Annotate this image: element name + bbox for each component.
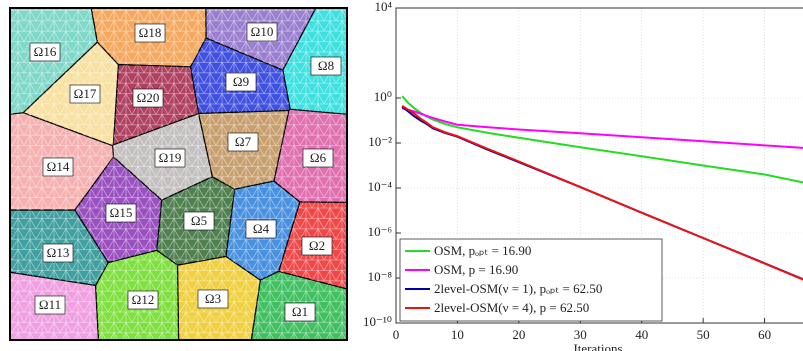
subdomain-label: Ω3 bbox=[205, 291, 221, 306]
chart: 10⁻¹⁰ 10⁻⁸ 10⁻⁶ 10⁻⁴ 10⁻² 10⁰ 10⁴ 0 10 20 30 40 50 60… bbox=[363, 0, 803, 351]
label-box bbox=[302, 148, 334, 168]
legend-label: OSM, p = 16.90 bbox=[434, 262, 518, 277]
subdomain-label: Ω20 bbox=[137, 90, 160, 105]
x-tick-label: 30 bbox=[574, 327, 587, 342]
subdomain-label: Ω12 bbox=[132, 292, 155, 307]
y-tick-label: 10⁻² bbox=[368, 134, 392, 149]
subdomain-label: Ω1 bbox=[292, 304, 308, 319]
series-line bbox=[401, 95, 803, 184]
x-tick-label: 20 bbox=[512, 327, 525, 342]
subdomain-label: Ω7 bbox=[235, 134, 252, 149]
series-line bbox=[401, 107, 803, 149]
label-box bbox=[245, 219, 277, 239]
label-box bbox=[105, 203, 137, 223]
label-box bbox=[42, 157, 74, 177]
series-line bbox=[401, 104, 803, 281]
label-box bbox=[42, 243, 74, 263]
subdomain-label: Ω13 bbox=[47, 245, 70, 260]
subdomain-label: Ω15 bbox=[110, 205, 133, 220]
axes-frame bbox=[395, 7, 803, 324]
subdomain-label: Ω5 bbox=[191, 213, 207, 228]
y-tick-label: 10⁴ bbox=[374, 0, 392, 14]
label-box bbox=[227, 132, 259, 152]
subdomain-label: Ω8 bbox=[318, 58, 334, 73]
legend-label: OSM, pₒₚₜ = 16.90 bbox=[434, 243, 531, 258]
legend-label: 2level-OSM(ν = 1), pₒₚₜ = 62.50 bbox=[434, 281, 602, 296]
x-tick-label: 10 bbox=[451, 327, 464, 342]
label-box bbox=[29, 42, 61, 62]
legend-label: 2level-OSM(ν = 4), p = 62.50 bbox=[434, 300, 589, 315]
subdomain-label: Ω18 bbox=[139, 25, 162, 40]
label-box bbox=[225, 72, 257, 92]
label-box bbox=[127, 290, 159, 310]
label-box bbox=[246, 22, 278, 42]
legend-box bbox=[399, 238, 663, 322]
label-box bbox=[134, 23, 166, 43]
label-box bbox=[284, 302, 316, 322]
subdomain-label: Ω16 bbox=[34, 44, 57, 59]
label-box bbox=[34, 295, 66, 315]
label-box bbox=[183, 211, 215, 231]
x-axis-label: Iterations bbox=[573, 341, 622, 351]
domain-border bbox=[9, 7, 348, 341]
y-tick-label: 10⁻⁸ bbox=[368, 269, 393, 284]
x-tick-label: 60 bbox=[758, 327, 771, 342]
subdomain-label: Ω9 bbox=[233, 74, 249, 89]
y-tick-label: 10⁻¹⁰ bbox=[363, 314, 392, 329]
x-tick-label: 50 bbox=[697, 327, 710, 342]
label-box bbox=[310, 56, 342, 76]
label-box bbox=[301, 236, 333, 256]
subdomain-label: Ω17 bbox=[74, 86, 97, 101]
label-box bbox=[154, 148, 186, 168]
domain-diagram: Ω1 Ω2 Ω3 Ω4 Ω5 Ω6 Ω7 Ω8 Ω9 Ω10 Ω11 Ω12 Ω13 Ω14 Ω15 Ω16 Ω… bbox=[9, 7, 348, 341]
subdomain-label: Ω14 bbox=[47, 159, 70, 174]
label-box bbox=[132, 88, 164, 108]
series-group bbox=[401, 95, 803, 281]
label-box bbox=[197, 289, 229, 309]
label-box bbox=[69, 84, 101, 104]
subdomain-label: Ω10 bbox=[251, 24, 274, 39]
x-tick-label: 40 bbox=[635, 327, 648, 342]
subdomain-label: Ω6 bbox=[310, 150, 327, 165]
y-tick-label: 10⁰ bbox=[374, 89, 392, 104]
subdomain-label: Ω2 bbox=[309, 238, 325, 253]
subdomain-label: Ω19 bbox=[159, 150, 182, 165]
subdomain-label: Ω11 bbox=[39, 297, 61, 312]
x-tick-label: 0 bbox=[393, 327, 400, 342]
y-tick-label: 10⁻⁶ bbox=[368, 224, 392, 239]
subdomain-label: Ω4 bbox=[253, 221, 270, 236]
y-tick-label: 10⁻⁴ bbox=[368, 179, 393, 194]
